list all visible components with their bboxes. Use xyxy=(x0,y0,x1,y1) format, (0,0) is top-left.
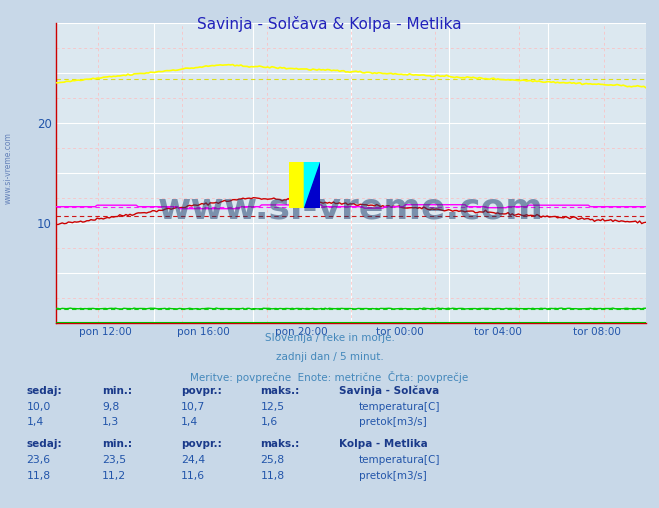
Text: 1,4: 1,4 xyxy=(26,417,43,427)
Text: 11,6: 11,6 xyxy=(181,470,206,481)
Text: 23,5: 23,5 xyxy=(102,455,127,465)
Text: 12,5: 12,5 xyxy=(260,402,285,412)
Text: pretok[m3/s]: pretok[m3/s] xyxy=(359,470,427,481)
Text: povpr.:: povpr.: xyxy=(181,386,222,396)
Text: 10,0: 10,0 xyxy=(26,402,51,412)
Text: Slovenija / reke in morje.: Slovenija / reke in morje. xyxy=(264,333,395,343)
Text: povpr.:: povpr.: xyxy=(181,439,222,449)
Text: 1,6: 1,6 xyxy=(260,417,277,427)
Text: zadnji dan / 5 minut.: zadnji dan / 5 minut. xyxy=(275,352,384,362)
Text: www.si-vreme.com: www.si-vreme.com xyxy=(158,192,544,226)
Text: www.si-vreme.com: www.si-vreme.com xyxy=(3,132,13,204)
Text: temperatura[C]: temperatura[C] xyxy=(359,402,441,412)
Text: sedaj:: sedaj: xyxy=(26,439,62,449)
Text: Meritve: povprečne  Enote: metrične  Črta: povprečje: Meritve: povprečne Enote: metrične Črta:… xyxy=(190,371,469,384)
Text: min.:: min.: xyxy=(102,386,132,396)
Text: 11,2: 11,2 xyxy=(102,470,127,481)
Text: 9,8: 9,8 xyxy=(102,402,119,412)
Polygon shape xyxy=(304,162,320,208)
Polygon shape xyxy=(289,162,304,208)
Polygon shape xyxy=(304,162,320,208)
Text: Savinja - Solčava & Kolpa - Metlika: Savinja - Solčava & Kolpa - Metlika xyxy=(197,16,462,32)
Text: 25,8: 25,8 xyxy=(260,455,285,465)
Text: pretok[m3/s]: pretok[m3/s] xyxy=(359,417,427,427)
Text: 1,3: 1,3 xyxy=(102,417,119,427)
Text: temperatura[C]: temperatura[C] xyxy=(359,455,441,465)
Text: Kolpa - Metlika: Kolpa - Metlika xyxy=(339,439,428,449)
Text: 11,8: 11,8 xyxy=(26,470,51,481)
Text: 11,8: 11,8 xyxy=(260,470,285,481)
Text: Savinja - Solčava: Savinja - Solčava xyxy=(339,385,440,396)
Text: maks.:: maks.: xyxy=(260,439,300,449)
Text: 23,6: 23,6 xyxy=(26,455,51,465)
Text: 24,4: 24,4 xyxy=(181,455,206,465)
Text: sedaj:: sedaj: xyxy=(26,386,62,396)
Text: 1,4: 1,4 xyxy=(181,417,198,427)
Text: 10,7: 10,7 xyxy=(181,402,206,412)
Text: maks.:: maks.: xyxy=(260,386,300,396)
Text: min.:: min.: xyxy=(102,439,132,449)
